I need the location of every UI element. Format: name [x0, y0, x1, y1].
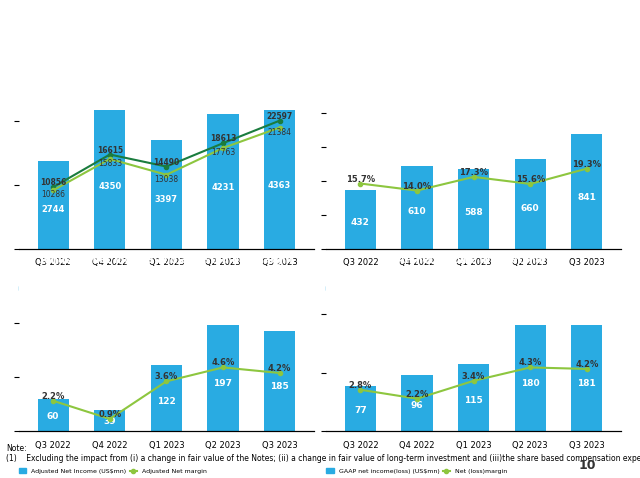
Legend: Adjusted Net Income (US$mn), Adjusted Net margin: Adjusted Net Income (US$mn), Adjusted Ne… [17, 466, 209, 476]
Text: 180: 180 [521, 379, 540, 388]
Text: Note:
(1)    Excluding the impact from (i) a change in fair value of the Notes; : Note: (1) Excluding the impact from (i) … [6, 444, 640, 463]
Text: 432: 432 [351, 217, 370, 227]
Text: 4.6%: 4.6% [211, 358, 235, 368]
Bar [94, 410, 125, 431]
Bar [94, 110, 125, 249]
Text: 2.8%: 2.8% [349, 381, 372, 390]
Text: 660: 660 [521, 204, 540, 213]
Text: 16615: 16615 [97, 145, 123, 154]
Legend: Gross profit (US$mn), Gross margin: Gross profit (US$mn), Gross margin [324, 283, 465, 293]
Text: 122: 122 [157, 397, 176, 406]
Text: 2.2%: 2.2% [405, 390, 429, 399]
Bar [207, 325, 239, 431]
Bar [345, 190, 376, 249]
Text: 588: 588 [464, 208, 483, 217]
Bar [572, 325, 602, 431]
Text: 181: 181 [577, 379, 596, 388]
Text: 18613: 18613 [210, 134, 236, 143]
Text: 22597: 22597 [266, 112, 292, 120]
Text: 15833: 15833 [98, 159, 122, 168]
Text: 17763: 17763 [211, 148, 235, 157]
Bar [515, 326, 546, 431]
Text: Quarterly financial highlights: Quarterly financial highlights [13, 25, 335, 43]
Text: 39: 39 [104, 417, 116, 426]
Text: 21384: 21384 [268, 128, 292, 137]
Text: Gross profit and gross margin: Gross profit and gross margin [391, 72, 556, 82]
Text: GAAP net income and net margin: GAAP net income and net margin [383, 255, 564, 265]
Text: 60: 60 [47, 413, 60, 421]
Text: 4231: 4231 [211, 184, 235, 192]
Bar [151, 141, 182, 249]
Text: 17.3%: 17.3% [459, 168, 488, 177]
Text: 4363: 4363 [268, 182, 291, 191]
Text: 14490: 14490 [153, 158, 180, 166]
Text: 197: 197 [214, 379, 232, 388]
Bar [38, 161, 68, 249]
Legend: Revenue (US$mn), Total shipments (MW), Module shipments: Revenue (US$mn), Total shipments (MW), M… [17, 283, 245, 293]
Text: Revenue and total shipments: Revenue and total shipments [86, 72, 247, 82]
Text: 2744: 2744 [42, 205, 65, 214]
Text: 4.2%: 4.2% [575, 360, 598, 369]
Bar [401, 166, 433, 249]
Text: 4.2%: 4.2% [268, 364, 291, 373]
Bar [264, 109, 295, 249]
Text: 14.0%: 14.0% [403, 182, 431, 191]
Text: 3.6%: 3.6% [155, 372, 178, 381]
Bar [264, 331, 295, 431]
Text: 610: 610 [408, 207, 426, 216]
Bar [401, 375, 433, 431]
Text: 10856: 10856 [40, 178, 67, 187]
Text: Adjusted net income and adjusted net margin: Adjusted net income and adjusted net mar… [40, 255, 292, 265]
Bar [345, 386, 376, 431]
Text: 0.9%: 0.9% [98, 410, 122, 419]
Bar [458, 169, 489, 249]
Legend: GAAP net income(loss) (US$mn), Net (loss)margin: GAAP net income(loss) (US$mn), Net (loss… [324, 466, 510, 476]
Text: 15.7%: 15.7% [346, 174, 375, 184]
Text: 3397: 3397 [155, 196, 178, 205]
Bar [151, 365, 182, 431]
Text: 96: 96 [411, 402, 423, 411]
Bar [572, 134, 602, 249]
Text: 185: 185 [270, 382, 289, 391]
Text: 19.3%: 19.3% [572, 160, 602, 169]
Bar [207, 114, 239, 249]
Text: 10: 10 [579, 458, 596, 472]
Text: 10286: 10286 [41, 190, 65, 199]
Text: 2.2%: 2.2% [42, 392, 65, 401]
Text: 115: 115 [464, 396, 483, 405]
Bar [458, 364, 489, 431]
Text: 4350: 4350 [98, 182, 122, 191]
Text: 13038: 13038 [154, 175, 179, 184]
Text: 15.6%: 15.6% [516, 175, 545, 184]
Text: 77: 77 [354, 406, 367, 415]
Text: 4.3%: 4.3% [518, 358, 542, 368]
Bar [38, 399, 68, 431]
Text: 841: 841 [577, 193, 596, 202]
Text: 3.4%: 3.4% [462, 372, 485, 381]
Bar [515, 159, 546, 249]
